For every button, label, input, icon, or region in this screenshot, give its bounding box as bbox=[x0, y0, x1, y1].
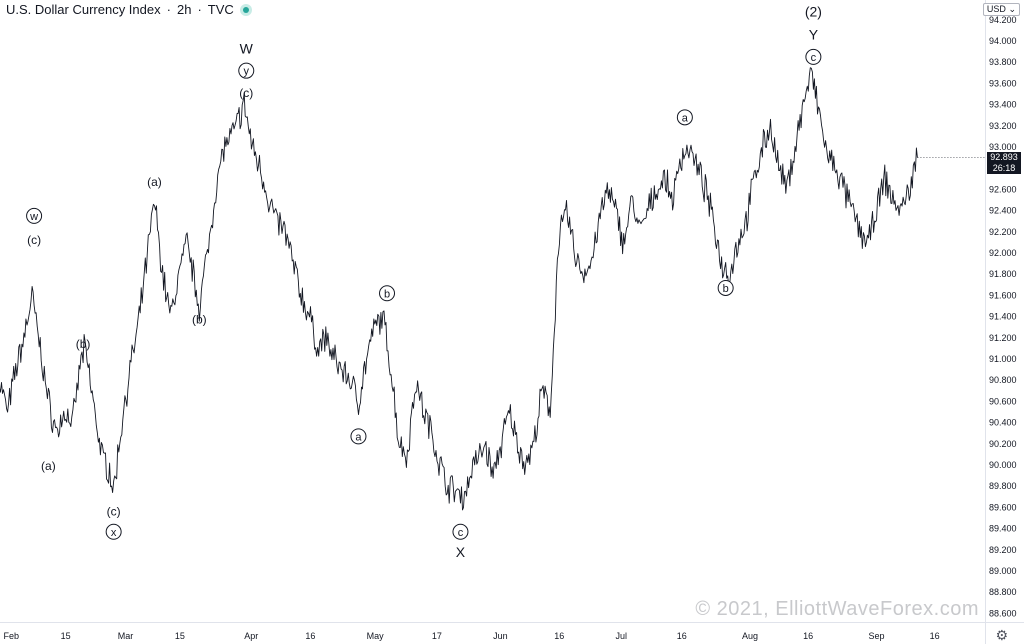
gear-icon[interactable]: ⚙ bbox=[995, 627, 1008, 643]
currency-label: USD bbox=[986, 4, 1006, 14]
wave-label-circle bbox=[350, 428, 367, 445]
price-series-line bbox=[0, 67, 918, 511]
wave-label-circle bbox=[238, 62, 255, 79]
x-tick-label: Jun bbox=[493, 631, 508, 641]
y-tick-label: 89.600 bbox=[989, 502, 1017, 512]
current-price: 92.893 bbox=[990, 152, 1018, 162]
chevron-down-icon: ⌄ bbox=[1008, 4, 1016, 14]
y-tick-label: 91.600 bbox=[989, 290, 1017, 300]
y-tick-label: 90.000 bbox=[989, 460, 1017, 470]
x-tick-label: Aug bbox=[742, 631, 758, 641]
x-tick-label: 17 bbox=[432, 631, 442, 641]
x-tick-label: 15 bbox=[61, 631, 71, 641]
y-tick-label: 91.000 bbox=[989, 354, 1017, 364]
wave-label-circle bbox=[105, 523, 122, 540]
x-tick-label: 16 bbox=[305, 631, 315, 641]
y-tick-label: 93.000 bbox=[989, 142, 1017, 152]
y-tick-label: 94.200 bbox=[989, 15, 1017, 25]
wave-label: b bbox=[384, 288, 390, 300]
x-tick-label: May bbox=[367, 631, 385, 641]
wave-label: Y bbox=[809, 27, 819, 43]
wave-label: (b) bbox=[192, 313, 207, 327]
x-tick-label: Jul bbox=[616, 631, 628, 641]
wave-label-circle bbox=[717, 279, 734, 296]
y-tick-label: 90.200 bbox=[989, 439, 1017, 449]
x-tick-label: 16 bbox=[677, 631, 687, 641]
wave-label: (c) bbox=[107, 505, 121, 519]
bar-countdown: 26:18 bbox=[992, 163, 1016, 173]
wave-label: c bbox=[811, 52, 817, 64]
y-tick-label: 88.600 bbox=[989, 608, 1017, 618]
x-tick-label: Apr bbox=[244, 631, 258, 641]
wave-label: w bbox=[29, 211, 38, 223]
wave-label-circle bbox=[452, 523, 469, 540]
wave-label: (2) bbox=[805, 3, 822, 19]
x-tick-label: Mar bbox=[118, 631, 134, 641]
header-separator: · bbox=[166, 2, 171, 17]
source-label: TVC bbox=[207, 2, 234, 17]
wave-label: X bbox=[456, 544, 466, 560]
header-separator: · bbox=[197, 2, 202, 17]
y-tick-label: 90.600 bbox=[989, 396, 1017, 406]
watermark: © 2021, ElliottWaveForex.com bbox=[695, 598, 979, 620]
wave-label-circle bbox=[805, 48, 822, 65]
symbol-title: U.S. Dollar Currency Index bbox=[6, 2, 161, 17]
wave-label: a bbox=[355, 431, 362, 443]
wave-label-circle bbox=[379, 285, 396, 302]
wave-label-circle bbox=[676, 109, 693, 126]
wave-label: x bbox=[111, 527, 117, 539]
x-tick-label: 16 bbox=[803, 631, 813, 641]
wave-label-circle bbox=[26, 207, 43, 224]
y-tick-label: 90.800 bbox=[989, 375, 1017, 385]
status-dot-icon bbox=[239, 3, 252, 16]
y-tick-label: 94.000 bbox=[989, 36, 1017, 46]
wave-label: b bbox=[723, 283, 729, 295]
wave-label: (c) bbox=[239, 86, 253, 100]
x-tick-label: 15 bbox=[175, 631, 185, 641]
y-tick-label: 91.800 bbox=[989, 269, 1017, 279]
x-tick-label: 16 bbox=[930, 631, 940, 641]
wave-label: c bbox=[458, 527, 464, 539]
interval-label[interactable]: 2h bbox=[176, 2, 192, 17]
y-tick-label: 93.600 bbox=[989, 78, 1017, 88]
y-tick-label: 92.400 bbox=[989, 206, 1017, 216]
y-tick-label: 89.400 bbox=[989, 524, 1017, 534]
y-tick-label: 89.200 bbox=[989, 545, 1017, 555]
y-tick-label: 90.400 bbox=[989, 418, 1017, 428]
current-price-label: 92.893 26:18 bbox=[987, 152, 1021, 174]
wave-label: (a) bbox=[41, 459, 56, 473]
x-tick-label: Feb bbox=[4, 631, 20, 641]
symbol-header[interactable]: U.S. Dollar Currency Index · 2h · TVC bbox=[6, 2, 252, 17]
y-tick-label: 89.000 bbox=[989, 566, 1017, 576]
wave-label: (a) bbox=[147, 175, 162, 189]
x-tick-label: Sep bbox=[868, 631, 884, 641]
price-series-group bbox=[0, 67, 985, 511]
y-tick-label: 91.200 bbox=[989, 333, 1017, 343]
y-tick-label: 88.800 bbox=[989, 587, 1017, 597]
wave-label: (b) bbox=[76, 337, 91, 351]
y-tick-label: 92.200 bbox=[989, 227, 1017, 237]
wave-label: W bbox=[240, 40, 254, 56]
y-tick-label: 93.200 bbox=[989, 121, 1017, 131]
y-tick-label: 93.400 bbox=[989, 100, 1017, 110]
wave-label: y bbox=[244, 66, 250, 78]
y-tick-label: 92.000 bbox=[989, 248, 1017, 258]
y-tick-label: 89.800 bbox=[989, 481, 1017, 491]
x-tick-label: 16 bbox=[554, 631, 564, 641]
wave-label: (c) bbox=[27, 233, 41, 247]
y-tick-label: 91.400 bbox=[989, 312, 1017, 322]
y-tick-label: 93.800 bbox=[989, 57, 1017, 67]
wave-label: a bbox=[682, 112, 689, 124]
currency-select[interactable]: USD ⌄ bbox=[982, 3, 1020, 16]
y-tick-label: 92.600 bbox=[989, 184, 1017, 194]
